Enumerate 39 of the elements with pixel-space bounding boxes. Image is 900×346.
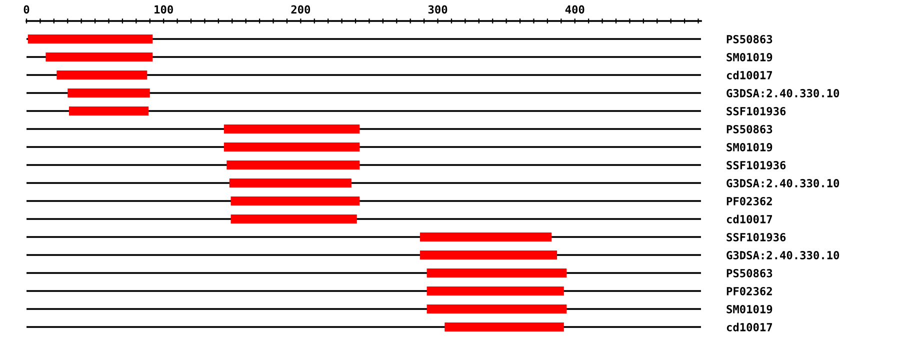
y-tick-label: SM01019 — [726, 142, 772, 152]
bar — [68, 88, 150, 98]
bar — [444, 322, 564, 332]
y-tick-label: SSF101936 — [726, 160, 786, 170]
y-tick-label: SSF101936 — [726, 232, 786, 242]
bar — [426, 286, 564, 296]
y-tick-label: cd10017 — [726, 214, 772, 224]
bar — [56, 70, 148, 80]
y-tick-label: PF02362 — [726, 196, 772, 206]
y-tick-label: G3DSA:2.40.330.10 — [726, 178, 840, 188]
x-tick-label: 100 — [154, 5, 173, 14]
y-tick-label: SM01019 — [726, 52, 772, 62]
y-tick-label: SM01019 — [726, 304, 772, 314]
y-tick-label: G3DSA:2.40.330.10 — [726, 88, 840, 98]
bar — [426, 304, 567, 314]
x-tick-label: 0 — [24, 5, 30, 14]
y-tick-label: PS50863 — [726, 34, 772, 44]
y-tick-label: cd10017 — [726, 70, 772, 80]
bar — [420, 250, 558, 260]
bar — [420, 232, 552, 242]
bar — [28, 34, 153, 44]
bar — [426, 268, 567, 278]
bar — [226, 160, 360, 170]
y-tick-label: SSF101936 — [726, 106, 786, 116]
bar — [229, 178, 352, 188]
y-tick-label: cd10017 — [726, 322, 772, 332]
bar — [230, 214, 357, 224]
y-tick-label: PS50863 — [726, 268, 772, 278]
bar — [224, 142, 360, 152]
x-tick-label: 200 — [291, 5, 310, 14]
bar — [224, 124, 360, 134]
bar — [69, 106, 149, 116]
y-tick-label: PF02362 — [726, 286, 772, 296]
bar — [46, 52, 153, 62]
x-tick-label: 400 — [565, 5, 584, 14]
y-tick-label: G3DSA:2.40.330.10 — [726, 250, 840, 260]
bar — [230, 196, 360, 206]
x-tick-label: 300 — [428, 5, 448, 14]
y-tick-label: PS50863 — [726, 124, 772, 134]
